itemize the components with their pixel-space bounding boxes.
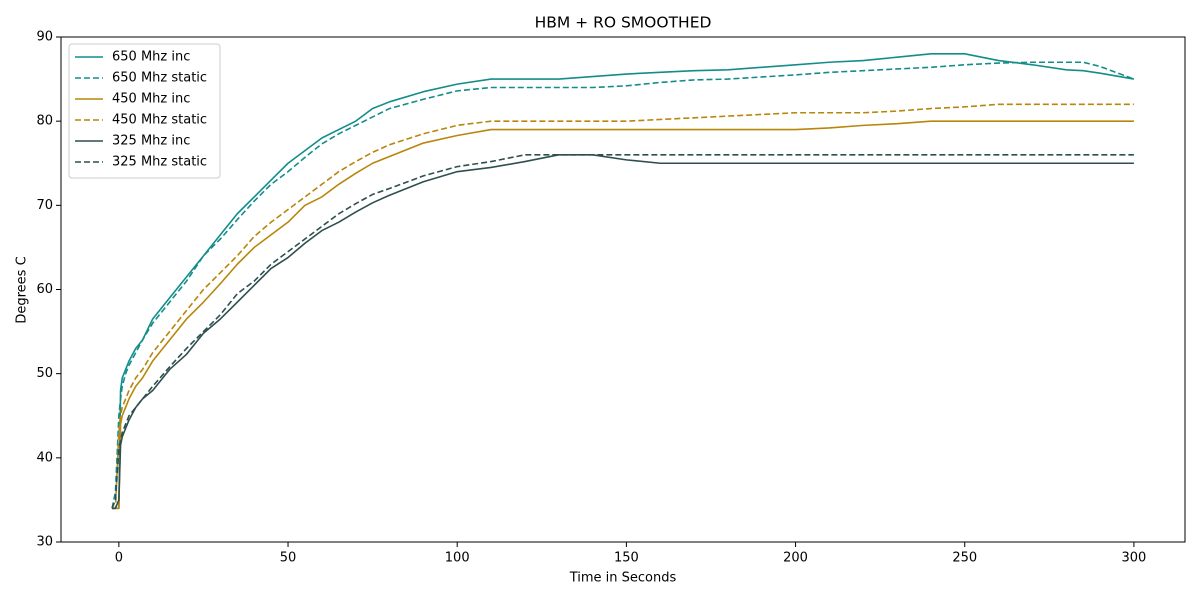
y-tick-label: 40 bbox=[36, 450, 53, 465]
legend-label: 450 Mhz inc bbox=[112, 92, 190, 107]
y-tick-label: 90 bbox=[36, 30, 53, 45]
plot-area bbox=[111, 53, 1135, 510]
x-tick-label: 100 bbox=[445, 551, 470, 566]
series-line bbox=[111, 154, 1134, 509]
y-axis-label: Degrees C bbox=[15, 256, 30, 323]
legend: 650 Mhz inc 650 Mhz static 450 Mhz inc 450 … bbox=[68, 43, 221, 179]
series-line bbox=[111, 61, 1135, 509]
x-tick-label: 0 bbox=[115, 551, 123, 566]
legend-label: 650 Mhz inc bbox=[112, 50, 190, 65]
series-line bbox=[112, 120, 1134, 510]
legend-label: 650 Mhz static bbox=[112, 71, 207, 86]
legend-label: 325 Mhz inc bbox=[112, 134, 190, 149]
x-tick-label: 150 bbox=[614, 551, 639, 566]
y-tick-label: 70 bbox=[36, 198, 53, 213]
x-tick-label: 200 bbox=[783, 551, 808, 566]
x-axis-label: Time in Seconds bbox=[569, 571, 677, 586]
legend-label: 325 Mhz static bbox=[112, 155, 207, 170]
chart-title: HBM + RO SMOOTHED bbox=[535, 14, 712, 32]
y-tick-label: 50 bbox=[36, 366, 53, 381]
series-line bbox=[112, 103, 1134, 510]
legend-label: 450 Mhz static bbox=[112, 113, 207, 128]
x-tick-label: 50 bbox=[280, 551, 297, 566]
plot-frame bbox=[60, 36, 1186, 543]
y-tick-label: 80 bbox=[36, 114, 53, 129]
x-tick-label: 250 bbox=[952, 551, 977, 566]
legend-box bbox=[68, 43, 221, 179]
y-tick-label: 30 bbox=[36, 535, 53, 550]
y-tick-label: 60 bbox=[36, 282, 53, 297]
x-tick-label: 300 bbox=[1121, 551, 1146, 566]
series-line bbox=[112, 53, 1135, 510]
